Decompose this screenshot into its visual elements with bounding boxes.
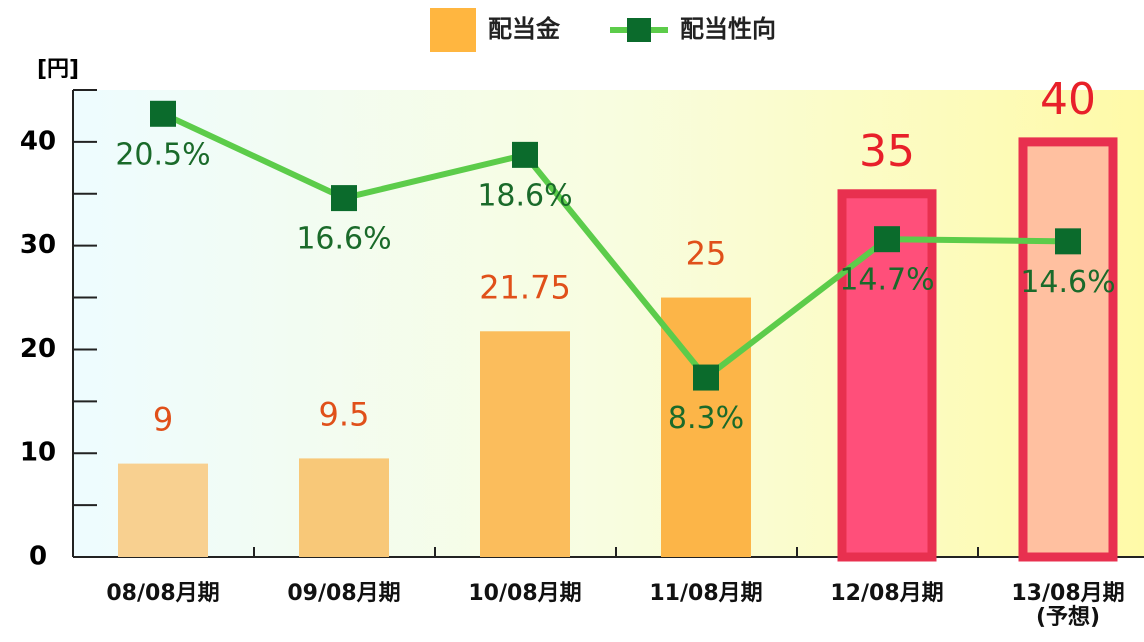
line-marker bbox=[693, 364, 719, 391]
x-tick-label: 12/08月期 bbox=[830, 581, 944, 606]
line-value-label: 8.3% bbox=[668, 401, 744, 436]
y-unit-label: [円] bbox=[37, 57, 79, 82]
x-tick-label: 08/08月期 bbox=[106, 581, 220, 606]
bar-value-label: 21.75 bbox=[479, 268, 571, 306]
legend-label: 配当金 bbox=[488, 15, 561, 43]
bar-value-label: 40 bbox=[1040, 74, 1096, 125]
line-value-label: 20.5% bbox=[115, 137, 210, 172]
bar bbox=[1018, 137, 1118, 562]
legend-marker bbox=[627, 18, 651, 42]
bar bbox=[118, 463, 208, 557]
y-tick-label: 30 bbox=[20, 230, 56, 260]
legend-swatch bbox=[430, 8, 476, 52]
line-value-label: 16.6% bbox=[296, 222, 391, 257]
line bbox=[161, 111, 1069, 382]
bar-value-label: 35 bbox=[859, 126, 915, 177]
y-tick-label: 10 bbox=[20, 438, 56, 468]
bar bbox=[299, 458, 389, 557]
line-value-label: 14.7% bbox=[839, 263, 934, 298]
bar bbox=[837, 189, 937, 562]
bar-value-label: 9.5 bbox=[319, 395, 370, 433]
y-tick-label: 40 bbox=[20, 126, 56, 156]
x-tick-label: 11/08月期 bbox=[649, 581, 763, 606]
bar-value-label: 25 bbox=[686, 235, 727, 273]
line-marker bbox=[512, 141, 538, 168]
y-tick-label: 0 bbox=[29, 542, 47, 572]
line-value-label: 14.6% bbox=[1020, 265, 1115, 300]
x-tick-label: 10/08月期 bbox=[468, 581, 582, 606]
line-marker bbox=[331, 185, 357, 212]
y-tick-label: 20 bbox=[20, 334, 56, 364]
legend-label: 配当性向 bbox=[680, 15, 776, 43]
x-tick-label: 09/08月期 bbox=[287, 581, 401, 606]
line-value-label: 18.6% bbox=[477, 178, 572, 213]
bar bbox=[480, 331, 570, 557]
x-tick-label: 13/08月期 (予想) bbox=[1011, 581, 1125, 630]
bar-value-label: 9 bbox=[153, 401, 173, 439]
plot-background bbox=[73, 90, 1144, 557]
line-marker bbox=[150, 100, 176, 127]
line-marker bbox=[874, 226, 900, 253]
line-marker bbox=[1055, 228, 1081, 255]
